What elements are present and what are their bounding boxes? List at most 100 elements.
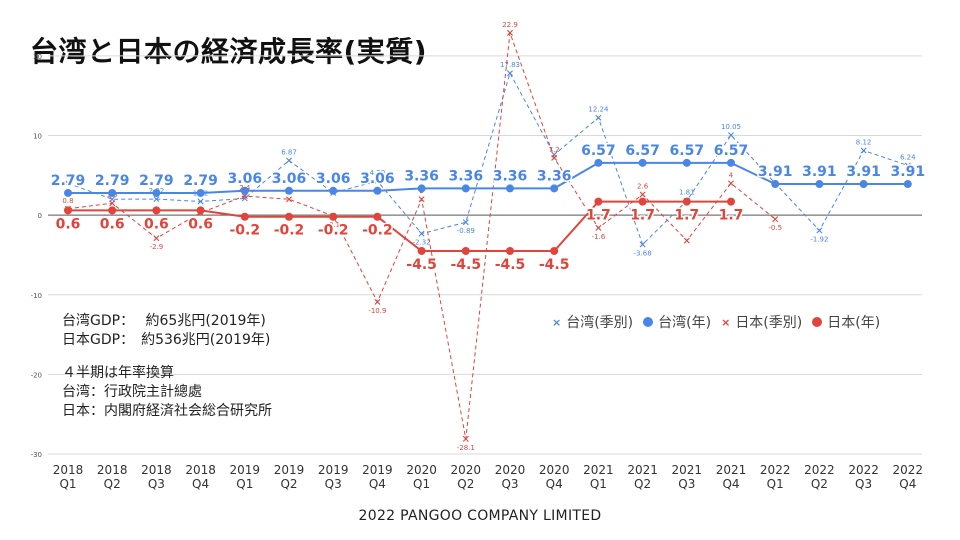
- japan-quarterly-data-label: -1.6: [592, 233, 606, 241]
- y-tick-label: 20: [33, 53, 42, 61]
- x-tick-label-year: 2019: [230, 463, 261, 477]
- taiwan-annual-point: [329, 186, 338, 195]
- taiwan-annual-data-label: 3.91: [802, 164, 837, 180]
- taiwan-annual-data-label: 3.91: [758, 164, 793, 180]
- x-tick-label-quarter: Q1: [413, 477, 430, 491]
- x-tick-label-year: 2022: [760, 463, 791, 477]
- legend-label: 日本(年): [827, 315, 881, 331]
- x-tick-label-quarter: Q4: [899, 477, 916, 491]
- taiwan-annual-point: [903, 180, 912, 189]
- japan-quarterly-point: [772, 216, 779, 223]
- taiwan-quarterly-point: [462, 219, 469, 226]
- note-japan-gdp: 日本GDP： 約536兆円(2019年): [62, 332, 271, 348]
- taiwan-annual-data-label: 3.36: [493, 168, 528, 184]
- legend-item-taiwan-annual: 台湾(年): [643, 312, 711, 332]
- japan-quarterly-point: [462, 435, 469, 442]
- x-tick-label-year: 2019: [362, 463, 393, 477]
- x-tick-label-quarter: Q4: [546, 477, 563, 491]
- x-tick-label-year: 2020: [539, 463, 570, 477]
- x-tick-label-year: 2021: [627, 463, 658, 477]
- taiwan-quarterly-data-label: 8.12: [856, 139, 872, 147]
- taiwan-annual-data-label: 2.79: [95, 173, 130, 189]
- x-tick-label-year: 2019: [274, 463, 305, 477]
- taiwan-quarterly-point: [197, 198, 204, 205]
- japan-annual-data-label: -4.5: [495, 257, 526, 273]
- dot-marker-icon: [643, 317, 654, 327]
- japan-quarterly-data-label: -0.1: [326, 221, 340, 229]
- taiwan-quarterly-point: [65, 180, 71, 187]
- japan-annual-data-label: -4.5: [539, 257, 570, 273]
- japan-annual-data-label: 0.6: [56, 216, 81, 232]
- taiwan-annual-data-label: 6.57: [714, 143, 749, 159]
- japan-annual-data-label: -4.5: [406, 257, 437, 273]
- japan-quarterly-point: [418, 196, 425, 203]
- taiwan-annual-line: [68, 161, 908, 194]
- x-tick-label-year: 2021: [583, 463, 614, 477]
- y-tick-label: 10: [33, 133, 42, 141]
- japan-annual-point: [64, 206, 72, 215]
- taiwan-annual-point: [64, 188, 72, 197]
- legend-label: 台湾(年): [658, 315, 712, 331]
- japan-quarterly-point: [286, 196, 292, 203]
- taiwan-quarterly-data-label: 6.87: [281, 148, 297, 156]
- japan-quarterly-data-label: 0.8: [62, 197, 73, 205]
- japan-quarterly-point: [639, 191, 646, 198]
- x-tick-label-quarter: Q2: [457, 477, 474, 491]
- taiwan-annual-point: [594, 158, 603, 167]
- japan-annual-point: [727, 197, 735, 206]
- taiwan-annual-point: [682, 158, 691, 167]
- japan-quarterly-data-label: 7.2: [549, 146, 560, 154]
- x-tick-label-quarter: Q4: [722, 477, 739, 491]
- taiwan-annual-point: [506, 184, 514, 193]
- japan-annual-point: [461, 246, 470, 255]
- taiwan-annual-data-label: 6.57: [670, 143, 705, 159]
- japan-quarterly-data-label: 4: [729, 171, 734, 179]
- legend-item-japan-quarterly: × 日本(季別): [721, 312, 802, 332]
- taiwan-quarterly-point: [374, 178, 381, 184]
- x-tick-label-quarter: Q4: [369, 477, 386, 491]
- japan-annual-data-label: 1.7: [586, 208, 611, 224]
- taiwan-quarterly-point: [816, 227, 823, 234]
- x-tick-label-year: 2020: [406, 463, 437, 477]
- taiwan-annual-data-label: 2.79: [51, 173, 86, 189]
- taiwan-annual-data-label: 3.91: [846, 164, 881, 180]
- taiwan-quarterly-data-label: -1.92: [810, 235, 828, 243]
- taiwan-annual-point: [196, 188, 205, 197]
- taiwan-annual-point: [108, 188, 117, 197]
- x-tick-label-year: 2022: [804, 463, 835, 477]
- japan-annual-data-label: -0.2: [318, 223, 349, 239]
- japan-annual-point: [373, 212, 382, 221]
- legend-item-japan-annual: 日本(年): [812, 312, 880, 332]
- chart-title: 台湾と日本の経済成長率(実質): [30, 35, 428, 68]
- japan-quarterly-data-label: 2.6: [637, 182, 649, 190]
- japan-quarterly-point: [374, 298, 381, 305]
- japan-quarterly-point: [507, 29, 513, 36]
- japan-annual-data-label: -0.2: [362, 223, 393, 239]
- x-tick-label-year: 2022: [848, 463, 879, 477]
- x-tick-label-quarter: Q3: [678, 477, 695, 491]
- taiwan-annual-data-label: 3.91: [891, 164, 926, 180]
- chart-legend: × 台湾(季別) 台湾(年) × 日本(季別) 日本(年): [552, 312, 884, 332]
- taiwan-annual-data-label: 3.06: [272, 171, 307, 187]
- x-tick-label-year: 2022: [893, 463, 924, 477]
- japan-quarterly-data-label: -28.1: [457, 444, 475, 452]
- taiwan-quarterly-data-label: 10.05: [721, 123, 741, 131]
- japan-annual-point: [638, 197, 647, 206]
- x-tick-label-quarter: Q1: [767, 477, 784, 491]
- x-tick-label-year: 2020: [451, 463, 482, 477]
- taiwan-quarterly-point: [595, 114, 602, 121]
- japan-quarterly-point: [595, 224, 602, 231]
- x-tick-label-quarter: Q3: [148, 477, 165, 491]
- taiwan-quarterly-data-label: 12.24: [588, 106, 609, 114]
- legend-label: 台湾(季別): [566, 315, 634, 331]
- y-tick-label: 0: [38, 212, 42, 220]
- x-marker-icon: ×: [552, 315, 562, 329]
- japan-annual-data-label: 1.7: [630, 208, 655, 224]
- taiwan-quarterly-point: [904, 162, 911, 169]
- x-tick-label-year: 2020: [495, 463, 526, 477]
- taiwan-quarterly-point: [860, 147, 867, 154]
- taiwan-annual-point: [815, 180, 824, 189]
- x-tick-label-quarter: Q3: [501, 477, 518, 491]
- japan-quarterly-point: [728, 180, 734, 187]
- y-tick-label: -10: [31, 292, 42, 300]
